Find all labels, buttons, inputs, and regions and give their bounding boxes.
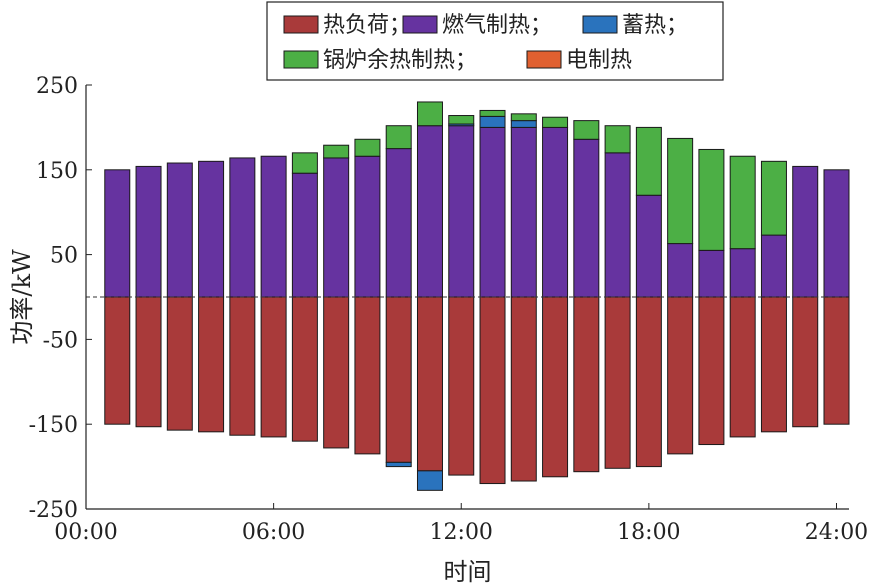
bars-layer: [104, 101, 850, 491]
bar-series-0-hour-2: [135, 296, 162, 428]
bar-series-3-hour-11: [416, 101, 443, 127]
y-tick-label: -250: [29, 498, 78, 523]
bar-series-1-hour-13: [479, 126, 506, 298]
bar-series-1-hour-2: [135, 165, 162, 298]
bar-series-3-hour-9: [354, 138, 381, 157]
bar-series-0-hour-7: [291, 296, 318, 442]
bar-series-1-hour-19: [667, 243, 694, 298]
bar-series-3-hour-12: [448, 115, 475, 125]
bar-series-0-hour-5: [229, 296, 256, 436]
bar-series-1-hour-4: [198, 160, 225, 298]
x-tick-label: 12:00: [430, 520, 493, 545]
x-tick-label: 00:00: [54, 520, 117, 545]
bar-series-1-hour-14: [510, 126, 537, 298]
bar-series-0-hour-20: [698, 296, 725, 446]
bar-series-1-hour-15: [542, 126, 569, 298]
bar-series-3-hour-10: [385, 125, 412, 150]
bar-series-0-hour-15: [542, 296, 569, 478]
y-axis-title: 功率/kW: [8, 249, 36, 345]
bar-series-3-hour-15: [542, 116, 569, 128]
bar-series-2-hour-10: [385, 461, 412, 468]
bar-series-3-hour-17: [604, 125, 631, 154]
bar-series-0-hour-11: [416, 296, 443, 472]
bar-series-0-hour-4: [198, 296, 225, 433]
bar-series-3-hour-13: [479, 109, 506, 117]
bar-series-0-hour-9: [354, 296, 381, 455]
bar-series-1-hour-24: [823, 169, 850, 298]
bar-series-0-hour-6: [260, 296, 287, 438]
bar-series-3-hour-20: [698, 148, 725, 251]
bar-series-0-hour-21: [729, 296, 756, 438]
bar-series-3-hour-18: [635, 126, 662, 196]
bar-series-1-hour-21: [729, 248, 756, 298]
bar-series-1-hour-18: [635, 194, 662, 298]
bar-series-1-hour-3: [166, 162, 193, 298]
y-tick-label: 150: [36, 159, 78, 184]
legend-swatch: [283, 15, 319, 34]
bar-series-1-hour-10: [385, 148, 412, 298]
bar-series-1-hour-17: [604, 152, 631, 298]
bar-series-1-hour-9: [354, 155, 381, 298]
bar-series-0-hour-18: [635, 296, 662, 468]
bar-series-3-hour-14: [510, 113, 537, 122]
y-tick-label: -150: [29, 413, 78, 438]
bar-series-1-hour-7: [291, 172, 318, 298]
bar-series-0-hour-14: [510, 296, 537, 482]
legend-box: [266, 1, 724, 81]
legend: 热负荷； 燃气制热； 蓄热； 锅炉余热制热； 电制热: [266, 1, 724, 81]
legend-label: 电制热: [566, 48, 632, 73]
legend-label: 热负荷；: [323, 13, 411, 38]
y-tick-label: 50: [50, 244, 78, 269]
x-tick-label: 06:00: [242, 520, 305, 545]
bar-series-3-hour-7: [291, 152, 318, 174]
bar-series-0-hour-13: [479, 296, 506, 485]
legend-swatch: [402, 15, 438, 34]
bar-series-0-hour-24: [823, 296, 850, 425]
bar-series-0-hour-12: [448, 296, 475, 476]
bar-series-0-hour-19: [667, 296, 694, 455]
legend-swatch: [283, 50, 319, 69]
bar-series-1-hour-5: [229, 157, 256, 298]
bar-series-0-hour-22: [760, 296, 787, 433]
x-tick-label: 24:00: [805, 520, 868, 545]
bar-series-1-hour-16: [573, 138, 600, 298]
bar-series-0-hour-23: [792, 296, 819, 428]
bar-series-2-hour-13: [479, 115, 506, 128]
bar-series-3-hour-22: [760, 160, 787, 236]
x-axis-title: 时间: [444, 558, 492, 586]
bar-series-0-hour-16: [573, 296, 600, 473]
bar-series-0-hour-10: [385, 296, 412, 463]
legend-swatch: [526, 50, 562, 69]
bar-series-0-hour-8: [323, 296, 350, 449]
bar-series-2-hour-14: [510, 120, 537, 128]
bar-series-3-hour-8: [323, 144, 350, 159]
bar-series-0-hour-3: [166, 296, 193, 431]
legend-label: 锅炉余热制热；: [323, 48, 477, 73]
x-tick-label: 18:00: [617, 520, 680, 545]
bar-series-1-hour-23: [792, 165, 819, 298]
bar-series-1-hour-8: [323, 157, 350, 298]
bar-series-3-hour-21: [729, 155, 756, 250]
bar-series-3-hour-16: [573, 120, 600, 140]
legend-label: 燃气制热；: [442, 13, 552, 38]
bar-series-2-hour-11: [416, 470, 443, 491]
bar-series-1-hour-22: [760, 234, 787, 298]
bar-series-3-hour-19: [667, 137, 694, 245]
y-tick-label: -50: [43, 328, 78, 353]
legend-label: 蓄热；: [622, 13, 688, 38]
bar-series-0-hour-17: [604, 296, 631, 469]
bar-series-1-hour-11: [416, 125, 443, 298]
bar-series-1-hour-1: [104, 169, 131, 298]
bar-series-0-hour-1: [104, 296, 131, 425]
y-tick-label: 250: [36, 74, 78, 99]
bar-series-1-hour-12: [448, 125, 475, 298]
legend-swatch: [582, 15, 618, 34]
bar-series-1-hour-20: [698, 249, 725, 298]
bar-series-1-hour-6: [260, 155, 287, 298]
